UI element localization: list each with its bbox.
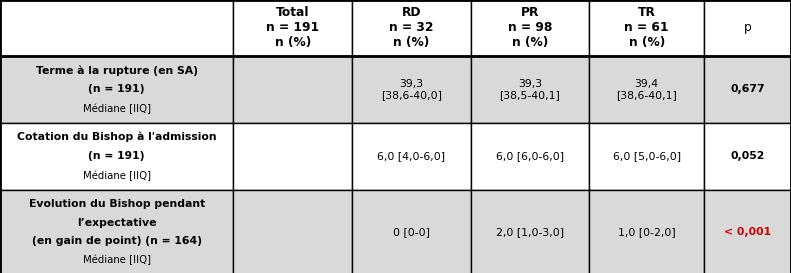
Bar	[589, 0, 704, 56]
Bar	[352, 0, 471, 56]
Bar	[233, 190, 352, 273]
Text: Médiane [IIQ]: Médiane [IIQ]	[82, 103, 151, 114]
Bar	[589, 123, 704, 190]
Bar	[704, 56, 791, 123]
Bar	[589, 56, 704, 123]
Bar	[233, 56, 352, 123]
Text: (n = 191): (n = 191)	[89, 84, 145, 94]
Bar	[0, 0, 233, 56]
Text: RD
n = 32
n (%): RD n = 32 n (%)	[389, 7, 433, 49]
Text: 39,3
[38,6-40,0]: 39,3 [38,6-40,0]	[380, 79, 442, 100]
Bar	[471, 0, 589, 56]
Bar	[352, 56, 471, 123]
Bar	[704, 123, 791, 190]
Bar	[0, 56, 233, 123]
Text: Total
n = 191
n (%): Total n = 191 n (%)	[266, 7, 320, 49]
Bar	[704, 0, 791, 56]
Text: 39,3
[38,5-40,1]: 39,3 [38,5-40,1]	[500, 79, 560, 100]
Bar	[471, 123, 589, 190]
Text: 0,052: 0,052	[730, 151, 765, 161]
Text: 39,4
[38,6-40,1]: 39,4 [38,6-40,1]	[616, 79, 677, 100]
Text: Médiane [IIQ]: Médiane [IIQ]	[82, 170, 151, 181]
Text: 6,0 [4,0-6,0]: 6,0 [4,0-6,0]	[377, 151, 445, 161]
Text: PR
n = 98
n (%): PR n = 98 n (%)	[508, 7, 552, 49]
Bar	[589, 190, 704, 273]
Text: TR
n = 61
n (%): TR n = 61 n (%)	[624, 7, 669, 49]
Text: 1,0 [0-2,0]: 1,0 [0-2,0]	[618, 227, 676, 237]
Bar	[471, 56, 589, 123]
Bar	[0, 190, 233, 273]
Text: Evolution du Bishop pendant: Evolution du Bishop pendant	[28, 199, 205, 209]
Text: 6,0 [6,0-6,0]: 6,0 [6,0-6,0]	[496, 151, 564, 161]
Text: 2,0 [1,0-3,0]: 2,0 [1,0-3,0]	[496, 227, 564, 237]
Bar	[471, 190, 589, 273]
Bar	[233, 0, 352, 56]
Text: l’expectative: l’expectative	[77, 218, 157, 228]
Bar	[352, 123, 471, 190]
Bar	[0, 123, 233, 190]
Text: < 0,001: < 0,001	[724, 227, 771, 237]
Text: Médiane [IIQ]: Médiane [IIQ]	[82, 255, 151, 265]
Text: 0 [0-0]: 0 [0-0]	[393, 227, 430, 237]
Bar	[352, 190, 471, 273]
Text: 6,0 [5,0-6,0]: 6,0 [5,0-6,0]	[612, 151, 681, 161]
Text: 0,677: 0,677	[730, 84, 765, 94]
Text: (n = 191): (n = 191)	[89, 151, 145, 161]
Bar	[233, 123, 352, 190]
Bar	[704, 190, 791, 273]
Text: (en gain de point) (n = 164): (en gain de point) (n = 164)	[32, 236, 202, 247]
Text: Cotation du Bishop à l'admission: Cotation du Bishop à l'admission	[17, 132, 217, 143]
Text: p: p	[744, 22, 751, 34]
Text: Terme à la rupture (en SA): Terme à la rupture (en SA)	[36, 65, 198, 76]
